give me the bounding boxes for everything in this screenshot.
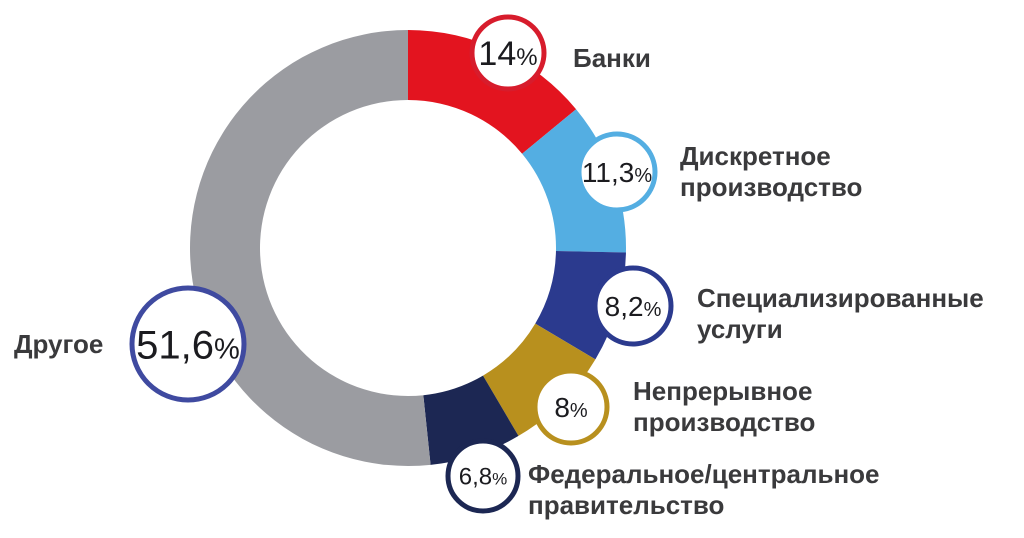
value-badge-4: 8% <box>532 368 610 446</box>
value-badge-3: 8,2% <box>592 265 674 347</box>
badge-ring <box>532 368 610 446</box>
badge-ring <box>445 438 521 514</box>
slice-4 <box>483 323 596 436</box>
value-label: 8,2% <box>605 291 662 322</box>
slice-6 <box>189 30 431 467</box>
badge-ring <box>576 131 658 213</box>
value-badge-6: 51,6% <box>129 285 247 403</box>
badge-ring <box>592 265 674 347</box>
labels-group: Банки Дискретное производство Специализиров… <box>14 43 984 520</box>
category-label-2: Дискретное производство <box>680 141 862 202</box>
category-label-4: Непрерывное производство <box>633 376 815 437</box>
value-label: 51,6% <box>136 323 240 367</box>
category-label-3: Специализированные услуги <box>697 283 984 344</box>
value-badge-1: 14% <box>469 14 547 92</box>
value-label: 6,8% <box>459 464 508 491</box>
category-label-1: Банки <box>573 43 651 73</box>
badge-ring <box>129 285 247 403</box>
slice-1 <box>408 30 577 154</box>
value-badge-2: 11,3% <box>576 131 658 213</box>
value-label: 14% <box>478 35 537 73</box>
category-label-6: Другое <box>14 329 103 359</box>
slices-group <box>189 30 626 467</box>
badges-group: 14% 11,3% 8,2% 8% 6,8% 51,6% <box>129 14 674 514</box>
value-label: 11,3% <box>582 157 652 188</box>
value-label: 8% <box>554 392 588 423</box>
badge-ring <box>469 14 547 92</box>
category-label-5: Федеральное/центральное правительство <box>528 459 880 520</box>
value-badge-5: 6,8% <box>445 438 521 514</box>
